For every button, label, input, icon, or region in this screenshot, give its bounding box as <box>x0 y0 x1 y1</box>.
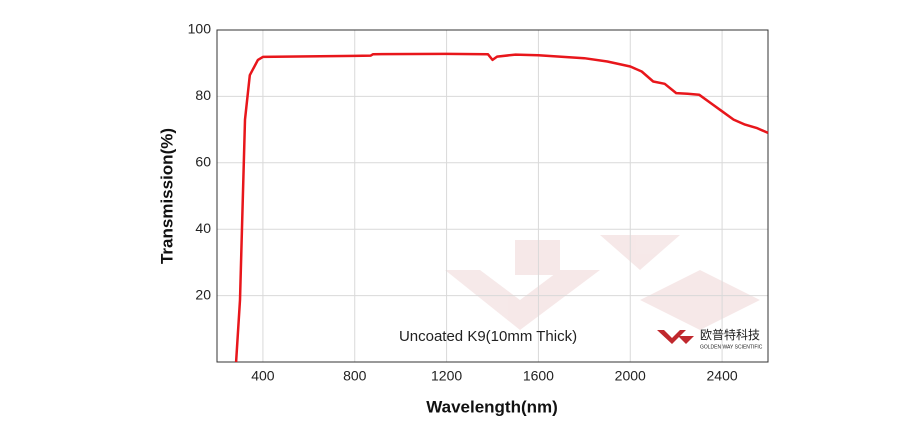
plot-frame <box>216 29 769 363</box>
y-tick-label: 100 <box>188 21 212 37</box>
x-tick-label: 1200 <box>431 368 462 384</box>
logo: 欧普特科技 GOLDEN WAY SCIENTIFIC <box>657 327 763 350</box>
y-tick-label: 80 <box>195 87 211 103</box>
y-tick-label: 60 <box>195 154 211 170</box>
x-tick-label: 2000 <box>615 368 646 384</box>
logo-subtitle: GOLDEN WAY SCIENTIFIC <box>700 344 763 350</box>
y-tick-label: 40 <box>195 220 211 236</box>
y-tick-label: 20 <box>195 286 211 302</box>
series-line <box>234 52 769 363</box>
annotation: Uncoated K9(10mm Thick) <box>399 328 577 345</box>
watermark <box>445 235 760 330</box>
x-tick-label: 400 <box>251 368 275 384</box>
x-tick-label: 2400 <box>707 368 738 384</box>
x-tick-label: 800 <box>343 368 367 384</box>
logo-name: 欧普特科技 <box>700 327 760 342</box>
x-tick-label: 1600 <box>523 368 554 384</box>
y-axis-title: Transmission(%) <box>157 128 176 264</box>
x-axis-title: Wavelength(nm) <box>426 397 558 416</box>
